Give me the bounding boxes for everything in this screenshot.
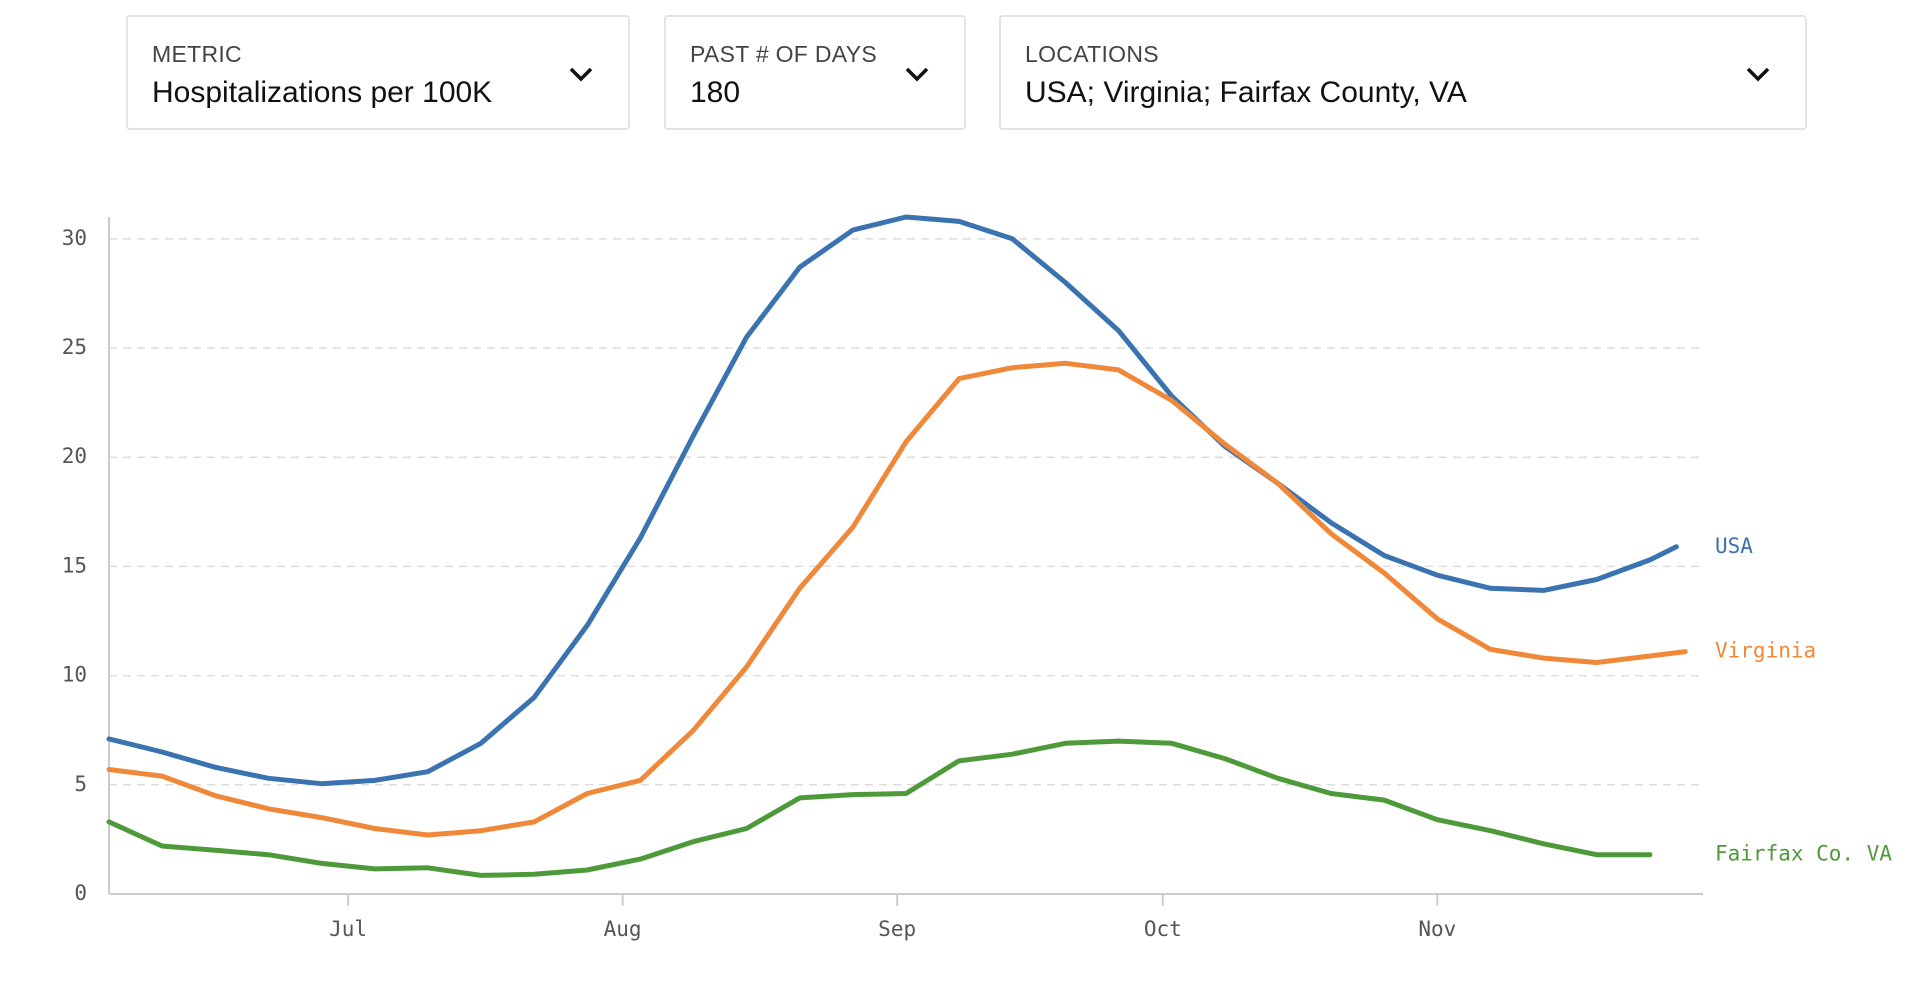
series-label: Virginia: [1715, 639, 1816, 663]
dropdown-label: PAST # OF DAYS: [690, 41, 877, 67]
y-tick-label: 10: [62, 663, 87, 687]
series-line: [106, 214, 1679, 787]
locations-dropdown[interactable]: LOCATIONS USA; Virginia; Fairfax County,…: [999, 15, 1807, 130]
y-tick-label: 20: [62, 444, 87, 468]
x-tick-label: Nov: [1418, 917, 1456, 941]
x-tick-label: Sep: [878, 917, 916, 941]
y-tick-label: 15: [62, 553, 87, 577]
series-label: USA: [1715, 534, 1753, 558]
chevron-icon: [905, 67, 929, 82]
chevron-icon: [569, 67, 593, 82]
dropdown-label: METRIC: [152, 41, 242, 67]
metric-dropdown[interactable]: METRIC Hospitalizations per 100K: [126, 15, 630, 130]
series-label: Fairfax Co. VA: [1715, 842, 1892, 866]
series-line: [106, 738, 1653, 878]
y-tick-label: 0: [74, 881, 87, 905]
x-tick-label: Aug: [604, 917, 642, 941]
x-tick-label: Oct: [1144, 917, 1182, 941]
chevron-icon: [1746, 67, 1770, 82]
dropdown-value: 180: [690, 76, 741, 109]
days-dropdown[interactable]: PAST # OF DAYS 180: [664, 15, 966, 130]
dropdown-label: LOCATIONS: [1025, 41, 1159, 67]
x-tick-label: Jul: [329, 917, 367, 941]
dropdown-value: Hospitalizations per 100K: [152, 76, 493, 109]
series-line: [106, 360, 1688, 838]
y-tick-label: 25: [62, 335, 87, 359]
y-tick-label: 5: [74, 772, 87, 796]
dropdown-value: USA; Virginia; Fairfax County, VA: [1025, 76, 1467, 109]
y-tick-label: 30: [62, 226, 87, 250]
